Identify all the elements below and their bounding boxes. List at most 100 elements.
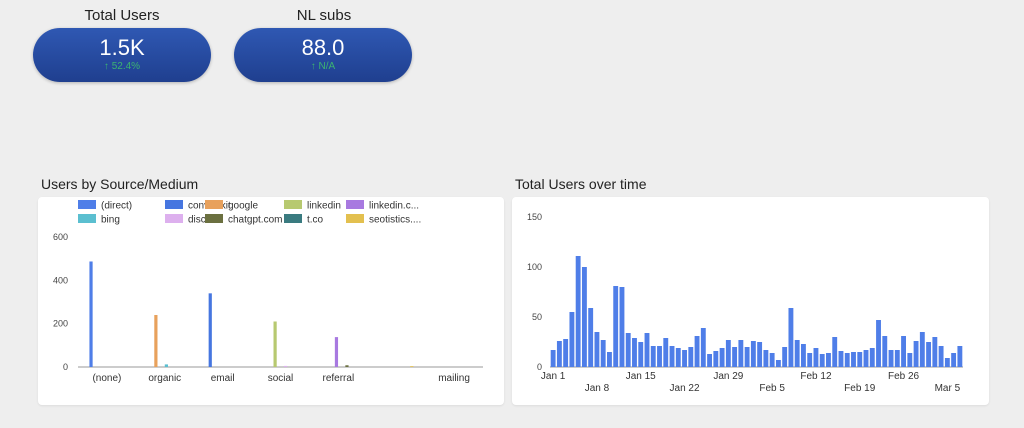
legend-swatch — [346, 214, 364, 223]
kpi-nl-subs-card[interactable]: 88.0 ↑ N/A — [234, 28, 412, 82]
legend-swatch — [284, 214, 302, 223]
bar — [273, 321, 277, 367]
bar — [750, 341, 756, 367]
y-tick-label: 600 — [53, 232, 68, 242]
bar — [682, 350, 687, 367]
x-tick-label: organic — [148, 373, 181, 384]
kpi-nl-subs-title: NL subs — [296, 7, 352, 24]
bar — [284, 365, 288, 367]
y-tick-label: 400 — [53, 275, 68, 285]
bar — [208, 293, 212, 367]
y-tick-label: 100 — [527, 262, 542, 272]
bar — [556, 341, 562, 367]
x-tick-label: Feb 12 — [800, 371, 832, 382]
bar — [738, 340, 744, 367]
bar — [851, 352, 856, 367]
legend-label: chatgpt.com — [228, 215, 282, 226]
bar — [700, 328, 706, 367]
bar — [410, 366, 414, 367]
bar — [707, 354, 713, 367]
bar — [882, 336, 888, 367]
x-tick-label: Feb 19 — [844, 383, 876, 394]
y-tick-label: 0 — [63, 362, 68, 372]
bar — [600, 340, 606, 367]
legend-label: (direct) — [101, 201, 132, 212]
legend-label: seotistics.... — [369, 215, 421, 226]
kpi-total-users-card[interactable]: 1.5K ↑ 52.4% — [33, 28, 211, 82]
legend-label: discord — [188, 215, 220, 226]
legend-swatch — [284, 200, 302, 209]
bar — [563, 339, 569, 367]
bar — [926, 342, 932, 367]
users-over-time-panel: 0 50 100 150 Jan 1 Jan 8 Jan 15 Jan 22 Jan 29 Feb… — [512, 197, 989, 405]
bar — [894, 350, 900, 367]
x-tick-label: Jan 29 — [713, 371, 743, 382]
bar — [944, 358, 950, 367]
legend-swatch — [165, 200, 183, 209]
bar — [857, 352, 863, 367]
bar — [807, 353, 813, 367]
bar — [888, 350, 894, 367]
bar — [663, 338, 669, 367]
bar — [154, 315, 158, 367]
x-tick-label: Jan 1 — [541, 371, 566, 382]
legend-swatch — [346, 200, 364, 209]
bar — [938, 346, 944, 367]
bar — [594, 332, 600, 367]
users-over-time-chart-title: Total Users over time — [515, 176, 647, 192]
y-tick-label: 0 — [537, 362, 542, 372]
bar — [813, 348, 819, 367]
bar — [951, 353, 957, 367]
bar — [913, 341, 919, 367]
legend-swatch — [205, 214, 223, 223]
bar — [638, 342, 644, 367]
source-medium-chart-title: Users by Source/Medium — [41, 176, 199, 192]
bar — [713, 351, 719, 367]
y-tick-label: 150 — [527, 212, 542, 222]
x-tick-label: social — [268, 373, 294, 384]
bar — [575, 256, 581, 367]
bar — [334, 337, 339, 367]
bar — [869, 348, 875, 367]
bar — [625, 333, 631, 367]
bar — [901, 336, 906, 367]
legend-label: bing — [101, 215, 120, 226]
bar — [757, 342, 763, 367]
bar — [657, 346, 662, 367]
bar — [876, 320, 881, 367]
x-tick-label: Jan 15 — [626, 371, 656, 382]
bar — [826, 353, 831, 367]
source-medium-chart[interactable]: (direct)convertkitgooglelinkedinlinkedin… — [38, 197, 504, 405]
bar — [769, 353, 775, 367]
legend-swatch — [165, 214, 183, 223]
users-over-time-chart[interactable]: 0 50 100 150 Jan 1 Jan 8 Jan 15 Jan 22 Jan 29 Feb… — [512, 197, 989, 405]
bar — [794, 340, 800, 367]
x-tick-label: Jan 22 — [670, 383, 700, 394]
bar — [744, 347, 750, 367]
bar — [345, 365, 349, 367]
bar — [632, 338, 637, 367]
bar — [725, 340, 731, 367]
bar — [694, 336, 700, 367]
source-medium-panel: (direct)convertkitgooglelinkedinlinkedin… — [38, 197, 504, 405]
bar — [782, 347, 788, 367]
kpi-nl-subs-delta: ↑ N/A — [310, 61, 336, 72]
bar — [613, 286, 619, 367]
bar — [89, 261, 93, 367]
kpi-total-users-value: 1.5K — [99, 35, 145, 60]
bar — [838, 351, 844, 367]
bar — [788, 308, 794, 367]
bar — [844, 353, 850, 367]
bar — [607, 352, 612, 367]
bar — [907, 353, 913, 367]
kpi-nl-subs-value: 88.0 — [301, 35, 345, 60]
x-tick-label: Feb 26 — [888, 371, 920, 382]
legend-label: linkedin.c... — [369, 201, 419, 212]
bar — [675, 348, 681, 367]
bar — [832, 337, 838, 367]
legend-swatch — [205, 200, 223, 209]
x-tick-label: (none) — [92, 373, 121, 384]
x-tick-label: Mar 5 — [935, 383, 961, 394]
kpi-total-users-delta: ↑ 52.4% — [103, 61, 141, 72]
bar — [957, 346, 963, 367]
